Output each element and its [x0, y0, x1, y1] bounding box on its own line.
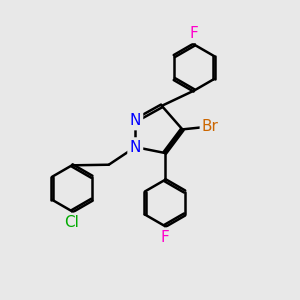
Text: N: N [130, 140, 141, 154]
Text: Cl: Cl [64, 215, 80, 230]
Text: F: F [190, 26, 199, 41]
Text: N: N [130, 113, 141, 128]
Text: Br: Br [202, 119, 219, 134]
Text: F: F [160, 230, 169, 245]
